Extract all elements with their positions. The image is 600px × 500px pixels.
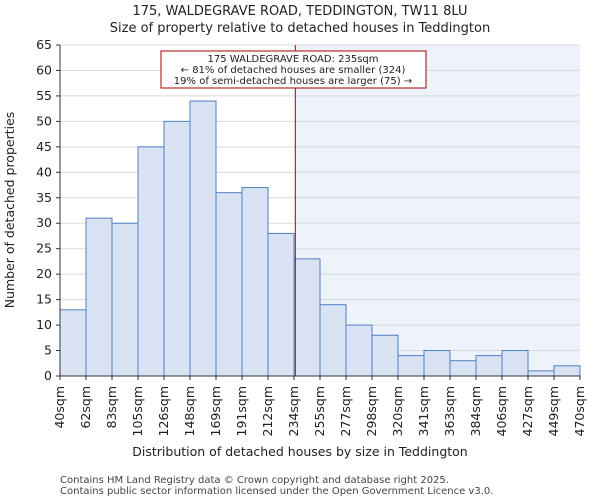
chart-title-line1: 175, WALDEGRAVE ROAD, TEDDINGTON, TW11 8… — [132, 4, 467, 19]
x-tick-label: 406sqm — [494, 386, 509, 436]
footer-line2: Contains public sector information licen… — [60, 486, 493, 497]
y-tick-label: 40 — [36, 164, 52, 179]
footer-line1: Contains HM Land Registry data © Crown c… — [60, 475, 449, 486]
bar-277sqm — [345, 324, 373, 377]
y-tick-label: 25 — [36, 241, 52, 256]
y-tick-label: 60 — [36, 62, 52, 77]
bar-341sqm — [423, 350, 451, 377]
bar-169sqm — [215, 192, 243, 377]
x-tick-label: 126sqm — [156, 386, 171, 436]
bar-320sqm — [397, 355, 425, 377]
y-axis: 0 5 10 15 20 25 30 35 40 45 50 55 60 65 — [36, 37, 61, 383]
x-tick-label: 427sqm — [520, 386, 535, 436]
annotation-line3: 19% of semi-detached houses are larger (… — [174, 76, 412, 87]
bar-255sqm — [319, 304, 347, 377]
bar-126sqm — [163, 120, 191, 377]
x-tick-label: 169sqm — [208, 386, 223, 436]
bar-191sqm — [241, 187, 269, 377]
y-tick-label: 30 — [36, 215, 52, 230]
chart-title-line2: Size of property relative to detached ho… — [110, 21, 490, 36]
bar-105sqm — [137, 146, 165, 377]
y-tick-label: 20 — [36, 266, 52, 281]
x-tick-label: 449sqm — [546, 386, 561, 436]
x-tick-label: 363sqm — [442, 386, 457, 436]
y-tick-label: 45 — [36, 139, 52, 154]
bar-449sqm — [553, 365, 581, 377]
x-tick-label: 83sqm — [104, 386, 119, 429]
annotation-line2: ← 81% of detached houses are smaller (32… — [181, 65, 406, 76]
x-axis: 40sqm 62sqm 83sqm 105sqm 126sqm 148sqm 169sqm 1… — [52, 375, 587, 436]
annotation-box — [160, 50, 427, 89]
y-tick-label: 55 — [36, 88, 52, 103]
bar-62sqm — [85, 217, 113, 377]
bar-298sqm — [371, 334, 399, 377]
x-tick-label: 40sqm — [52, 386, 67, 429]
annotation-line1: 175 WALDEGRAVE ROAD: 235sqm — [208, 54, 379, 65]
bar-83sqm — [111, 222, 139, 377]
x-tick-label: 212sqm — [260, 386, 275, 436]
x-tick-label: 277sqm — [338, 386, 353, 436]
bar-363sqm — [449, 360, 477, 377]
x-tick-label: 320sqm — [390, 386, 405, 436]
y-axis-label: Number of detached properties — [2, 112, 17, 309]
bar-212sqm — [267, 232, 295, 377]
y-tick-label: 50 — [36, 113, 52, 128]
x-tick-label: 191sqm — [234, 386, 249, 436]
x-tick-label: 341sqm — [416, 386, 431, 436]
x-tick-label: 148sqm — [182, 386, 197, 436]
y-tick-label: 10 — [36, 317, 52, 332]
x-tick-label: 62sqm — [78, 386, 93, 429]
x-axis-label: Distribution of detached houses by size … — [132, 444, 467, 459]
bar-148sqm — [189, 100, 217, 377]
bar-384sqm — [475, 355, 503, 377]
x-tick-label: 255sqm — [312, 386, 327, 436]
x-tick-label: 105sqm — [130, 386, 145, 436]
y-tick-label: 65 — [36, 37, 52, 52]
x-tick-label: 298sqm — [364, 386, 379, 436]
x-tick-label: 384sqm — [468, 386, 483, 436]
bar-40sqm — [59, 309, 87, 377]
bar-427sqm — [527, 370, 555, 377]
x-tick-label: 234sqm — [286, 386, 301, 436]
y-tick-label: 35 — [36, 190, 52, 205]
x-tick-label: 470sqm — [572, 386, 587, 436]
y-tick-label: 5 — [44, 343, 52, 358]
bars-group — [59, 100, 581, 377]
y-tick-label: 15 — [36, 292, 52, 307]
bar-234sqm — [293, 258, 321, 377]
bar-406sqm — [501, 350, 529, 377]
y-tick-label: 0 — [44, 368, 52, 383]
